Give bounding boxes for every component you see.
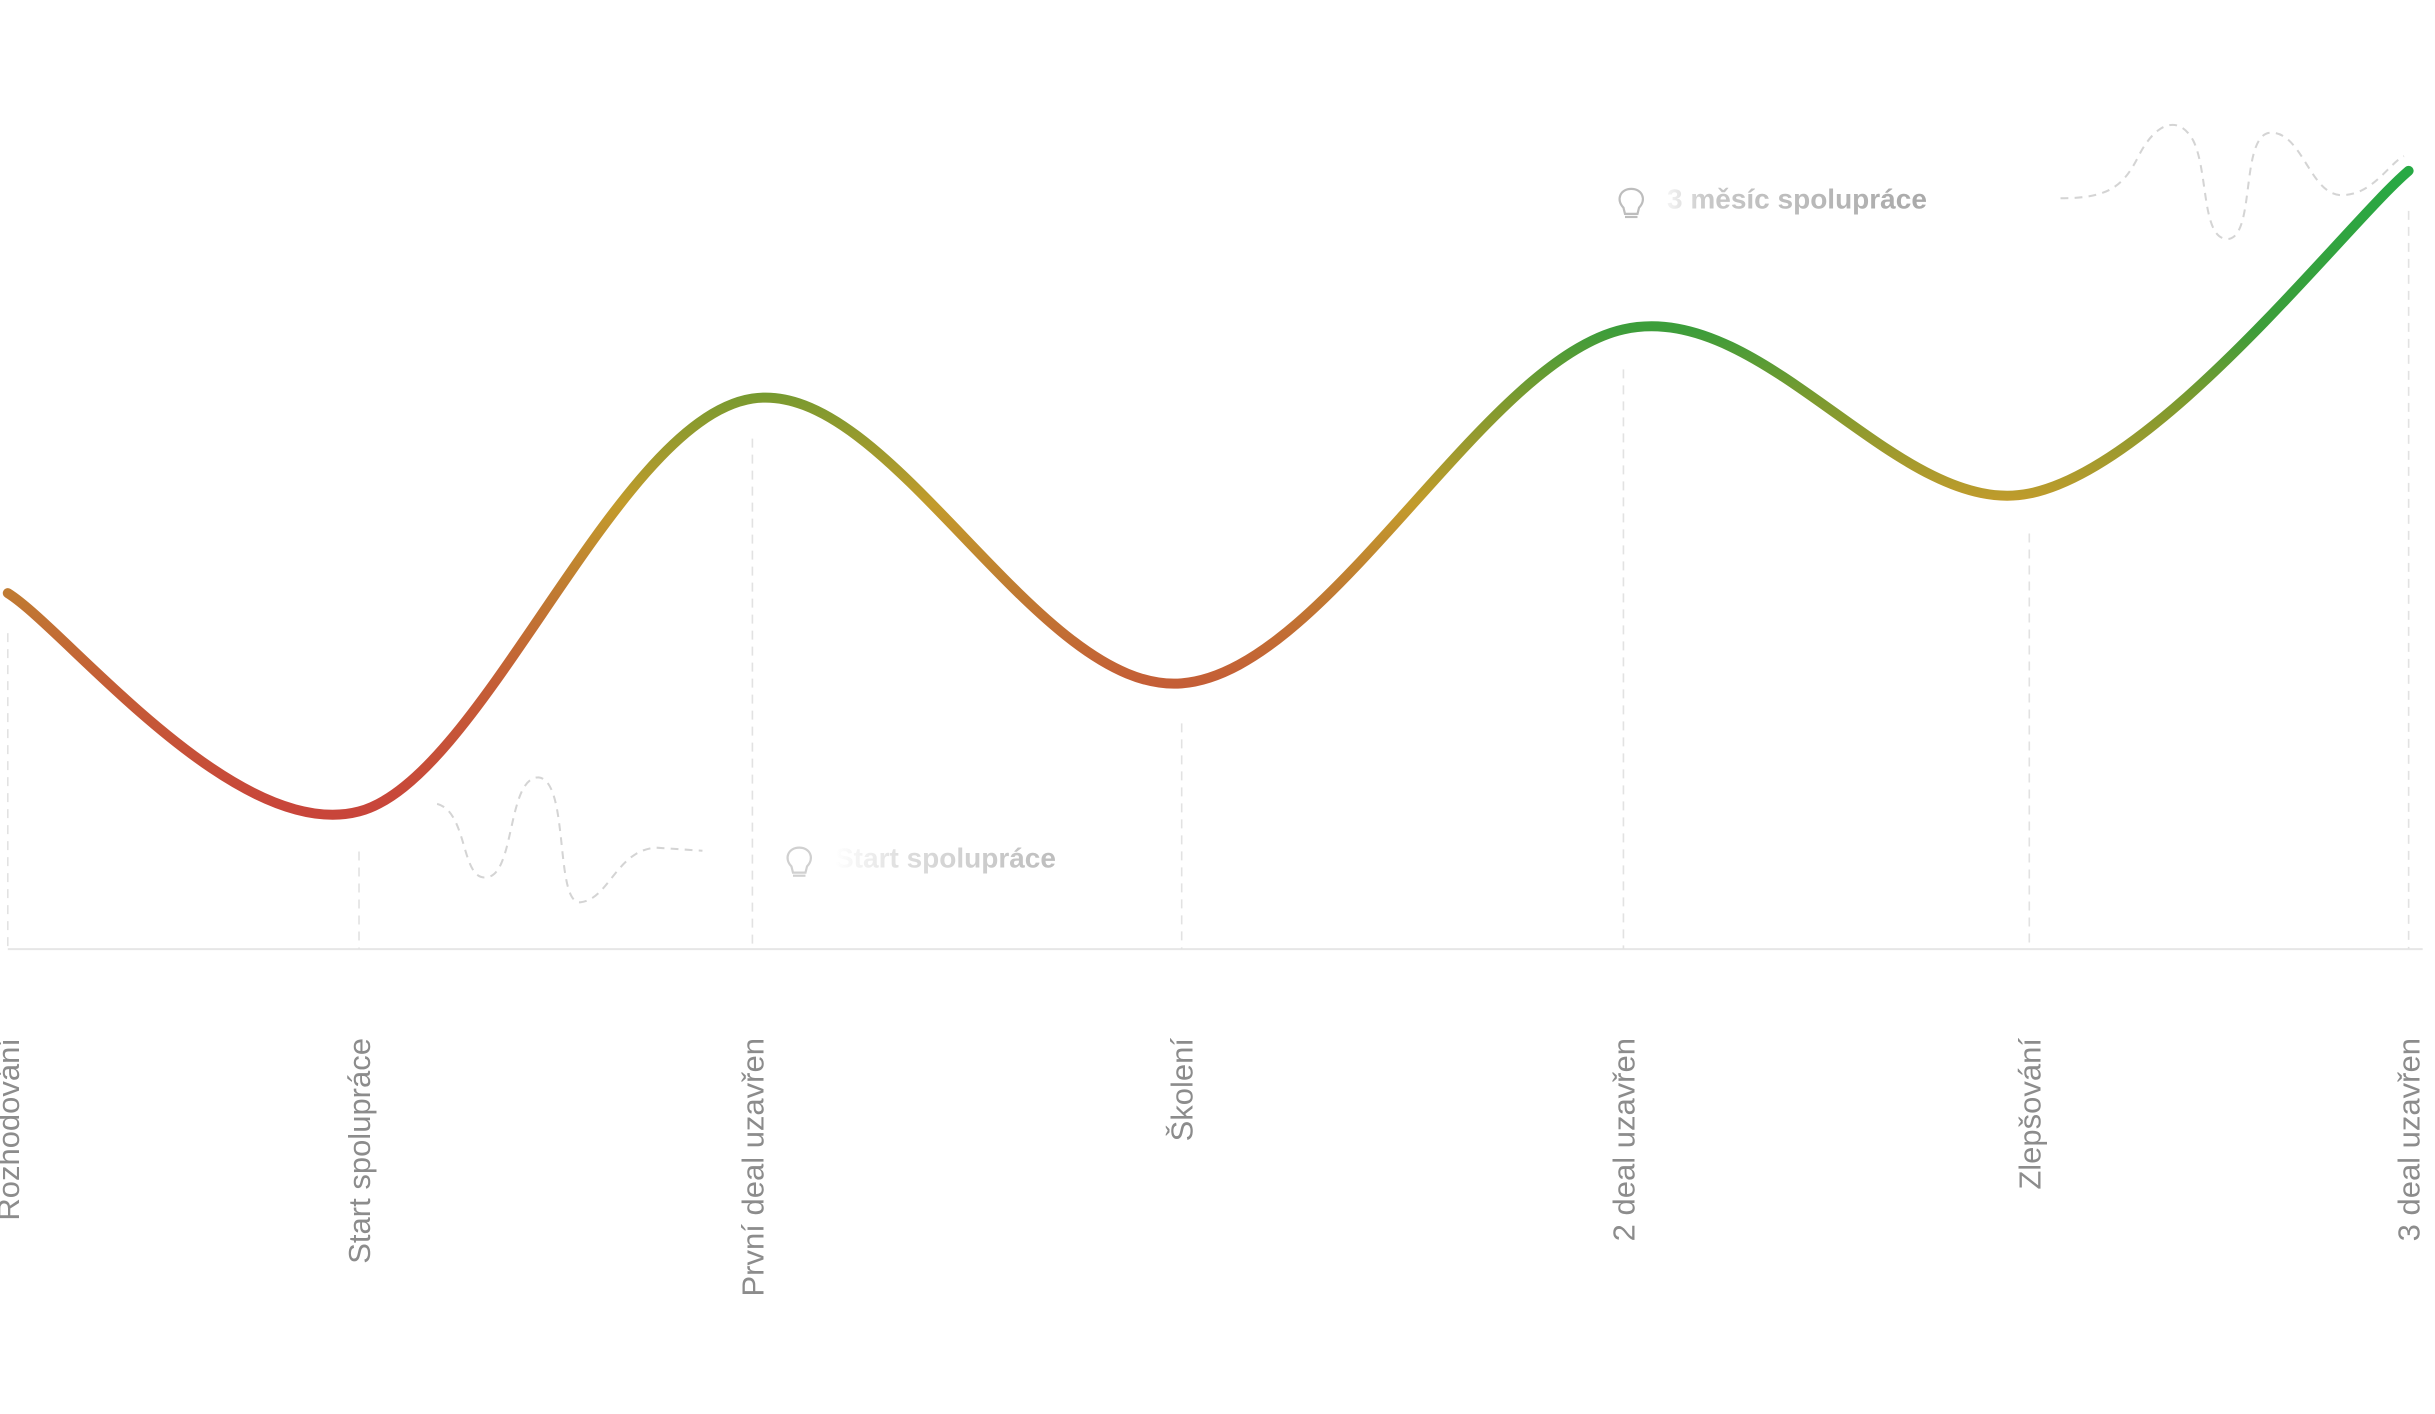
squiggle (436, 776, 703, 904)
decor (436, 123, 2405, 904)
x-tick-label: Školení (1165, 1038, 1200, 1142)
x-tick-label: 2 deal uzavřen (1606, 1038, 1641, 1241)
x-tick-label: První deal uzavřen (735, 1038, 770, 1296)
annotation: Start spolupráce (835, 842, 1056, 873)
x-tick-label: 3 deal uzavřen (2392, 1038, 2427, 1241)
x-tick-label: Zlepšování (2012, 1038, 2047, 1190)
line-curve (2, 165, 2414, 820)
squiggle (2060, 123, 2405, 240)
x-tick-label: Start spolupráce (342, 1038, 377, 1264)
x-tick-label: Rozhodování (0, 1038, 26, 1221)
bulb-icon (786, 846, 812, 877)
annotation: 3 měsíc spolupráce (1667, 183, 1927, 214)
bulb-icon (1618, 187, 1644, 219)
